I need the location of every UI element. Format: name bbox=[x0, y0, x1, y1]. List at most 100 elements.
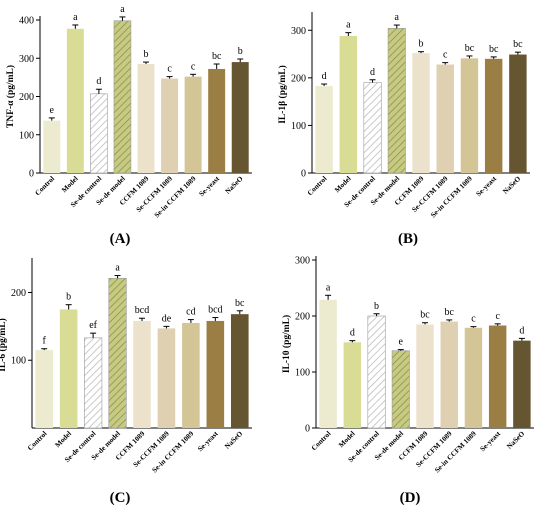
significance-label: bc bbox=[212, 51, 222, 62]
bar bbox=[43, 120, 61, 173]
significance-label: bcd bbox=[135, 305, 149, 316]
significance-label: c bbox=[495, 311, 500, 322]
significance-label: b bbox=[419, 39, 424, 50]
panel-label: (D) bbox=[400, 490, 421, 506]
significance-label: ef bbox=[89, 320, 97, 331]
bar bbox=[319, 299, 337, 428]
bar bbox=[59, 309, 78, 428]
y-tick-label: 300 bbox=[291, 26, 306, 37]
bar bbox=[137, 63, 155, 173]
chart-panel-d: 0 100 200 300 IL-10 (pg/mL) a Control d Model b Se… bbox=[281, 256, 534, 506]
bar bbox=[339, 35, 358, 174]
bar bbox=[113, 20, 132, 174]
x-tick-label: NaSeO bbox=[224, 174, 245, 195]
significance-label: c bbox=[167, 64, 172, 75]
bar bbox=[108, 277, 127, 429]
y-tick-label: 200 bbox=[11, 288, 26, 299]
bar bbox=[484, 58, 503, 174]
significance-label: b bbox=[144, 49, 149, 60]
panel-label: (A) bbox=[110, 231, 131, 247]
y-tick-label: 0 bbox=[305, 424, 310, 435]
bar bbox=[387, 28, 406, 174]
significance-label: a bbox=[73, 12, 78, 23]
x-tick-label: Se-in CCFM 1089 bbox=[153, 174, 198, 219]
x-tick-label: Control bbox=[306, 175, 329, 198]
bar bbox=[157, 328, 176, 428]
y-tick-label: 100 bbox=[19, 130, 34, 141]
y-tick-label: 0 bbox=[301, 169, 306, 180]
x-tick-label: Se-yeast bbox=[198, 174, 222, 198]
panel-label: (B) bbox=[398, 231, 418, 247]
chart-panel-b: 0 100 200 300 IL-1β (pg/mL) d Control a Model d Se… bbox=[277, 12, 530, 247]
bar bbox=[513, 340, 531, 428]
significance-label: b bbox=[66, 292, 71, 303]
significance-label: d bbox=[519, 325, 524, 336]
bar bbox=[436, 64, 454, 173]
significance-label: bc bbox=[465, 43, 475, 54]
y-tick-label: 200 bbox=[295, 312, 310, 323]
bar bbox=[206, 320, 225, 428]
significance-label: bcd bbox=[208, 305, 222, 316]
bar bbox=[363, 82, 382, 174]
x-tick-label: Se-in CCFM 1089 bbox=[429, 174, 474, 219]
y-tick-label: 200 bbox=[291, 73, 306, 84]
bar bbox=[230, 314, 249, 428]
bar bbox=[391, 350, 410, 429]
bar bbox=[84, 337, 103, 429]
x-tick-label: NaSeO bbox=[501, 174, 522, 195]
significance-label: a bbox=[120, 4, 125, 15]
bar bbox=[367, 315, 386, 429]
panel-label: (C) bbox=[110, 490, 131, 506]
x-tick-label: Control bbox=[310, 430, 333, 453]
y-tick-label: 200 bbox=[19, 92, 34, 103]
significance-label: d bbox=[370, 67, 375, 78]
significance-label: f bbox=[43, 336, 47, 347]
significance-label: a bbox=[346, 20, 351, 31]
y-tick-label: 100 bbox=[291, 121, 306, 132]
bar bbox=[343, 342, 362, 428]
bar bbox=[90, 93, 108, 174]
y-tick-label: 100 bbox=[11, 356, 26, 367]
significance-label: b bbox=[374, 301, 379, 312]
bar bbox=[509, 54, 527, 173]
x-tick-label: NaSeO bbox=[223, 429, 244, 450]
significance-label: bc bbox=[489, 44, 499, 55]
significance-label: c bbox=[191, 61, 196, 72]
bar bbox=[161, 78, 179, 173]
x-tick-label: Control bbox=[34, 175, 57, 198]
x-tick-label: Model bbox=[333, 175, 352, 194]
significance-label: d bbox=[96, 76, 101, 87]
chart-panel-a: 0 100 200 300 400 TNF-α (pg/mL) e Control a Model… bbox=[5, 4, 252, 247]
bar bbox=[231, 62, 249, 174]
significance-label: bc bbox=[444, 307, 454, 318]
bar bbox=[208, 68, 226, 173]
significance-label: bc bbox=[513, 39, 523, 50]
bar bbox=[35, 350, 54, 428]
bar bbox=[464, 327, 483, 428]
significance-label: de bbox=[162, 313, 172, 324]
significance-label: c bbox=[443, 50, 448, 61]
y-axis-title: TNF-α (pg/mL) bbox=[5, 65, 16, 128]
bar bbox=[133, 320, 151, 428]
y-tick-label: 400 bbox=[19, 16, 34, 27]
significance-label: a bbox=[115, 263, 120, 274]
significance-label: cd bbox=[186, 307, 195, 318]
bar bbox=[184, 76, 202, 173]
x-tick-label: Control bbox=[26, 430, 49, 453]
significance-label: bc bbox=[420, 310, 430, 321]
bar bbox=[412, 53, 430, 173]
y-tick-label: 300 bbox=[295, 256, 310, 267]
significance-label: a bbox=[326, 282, 331, 293]
x-tick-label: Se-in CCFM 1089 bbox=[433, 429, 478, 474]
significance-label: b bbox=[238, 46, 243, 57]
x-tick-label: Model bbox=[60, 175, 79, 194]
x-tick-label: Model bbox=[54, 430, 73, 449]
x-tick-label: Se-yeast bbox=[475, 174, 499, 198]
significance-label: d bbox=[350, 328, 355, 339]
y-tick-label: 0 bbox=[29, 169, 34, 180]
bar bbox=[315, 85, 333, 173]
y-axis-title: IL-1β (pg/mL) bbox=[277, 65, 288, 124]
bar bbox=[66, 28, 84, 173]
